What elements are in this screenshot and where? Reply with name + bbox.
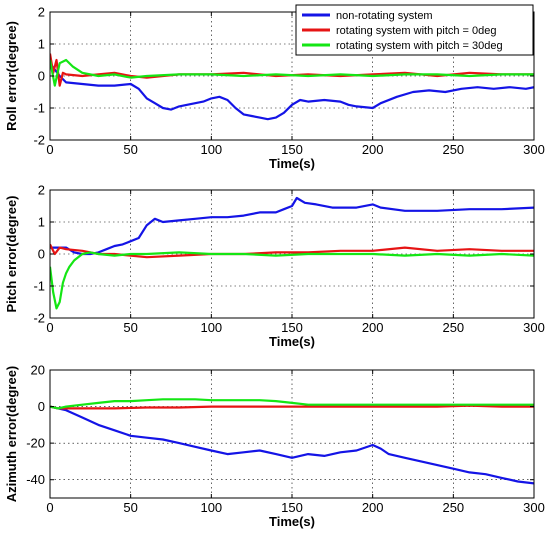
x-tick-label: 150 — [281, 142, 303, 157]
x-tick-label: 0 — [46, 500, 53, 515]
y-tick-label: 2 — [38, 183, 45, 198]
x-tick-label: 250 — [442, 500, 464, 515]
y-tick-label: -1 — [33, 279, 45, 294]
x-axis-label: Time(s) — [269, 156, 315, 171]
y-axis-label: Azimuth error(degree) — [4, 366, 19, 503]
x-tick-label: 100 — [200, 500, 222, 515]
x-tick-label: 200 — [362, 142, 384, 157]
chart-2: 0 50 100 150 200 250 300 -2 -1 0 1 2 Time(s) Pitch er… — [4, 183, 545, 350]
x-tick-label: 250 — [442, 320, 464, 335]
y-axis-label: Pitch error(degree) — [4, 195, 19, 312]
x-tick-label: 300 — [523, 320, 545, 335]
legend-entry-label: rotating system with pitch = 30deg — [336, 40, 503, 52]
x-axis-label: Time(s) — [269, 334, 315, 349]
y-tick-label: 0 — [38, 247, 45, 262]
x-tick-label: 0 — [46, 142, 53, 157]
y-tick-label: 1 — [38, 37, 45, 52]
y-tick-label: -40 — [26, 472, 45, 487]
x-tick-label: 250 — [442, 142, 464, 157]
chart-3: 0 50 100 150 200 250 300 -40 -20 0 20 Time(s) Azimut… — [4, 363, 545, 530]
legend: non-rotating system rotating system with … — [296, 5, 533, 55]
y-tick-label: -2 — [33, 311, 45, 326]
y-axis-label: Roll error(degree) — [4, 21, 19, 131]
y-tick-label: 1 — [38, 215, 45, 230]
x-tick-label: 50 — [123, 320, 137, 335]
x-tick-label: 100 — [200, 142, 222, 157]
y-tick-label: -20 — [26, 436, 45, 451]
y-tick-label: 2 — [38, 5, 45, 20]
y-tick-label: 0 — [38, 399, 45, 414]
x-tick-label: 300 — [523, 142, 545, 157]
legend-entry-label: non-rotating system — [336, 10, 433, 22]
x-tick-label: 100 — [200, 320, 222, 335]
x-tick-label: 50 — [123, 142, 137, 157]
x-axis-label: Time(s) — [269, 514, 315, 529]
y-tick-label: 20 — [31, 363, 45, 378]
y-tick-label: -1 — [33, 101, 45, 116]
x-tick-label: 200 — [362, 320, 384, 335]
x-tick-label: 0 — [46, 320, 53, 335]
y-tick-label: -2 — [33, 133, 45, 148]
chart-1: 0 50 100 150 200 250 300 -2 -1 0 1 2 Time(s) Roll err… — [4, 5, 545, 172]
x-tick-label: 150 — [281, 500, 303, 515]
x-tick-label: 300 — [523, 500, 545, 515]
x-tick-label: 50 — [123, 500, 137, 515]
x-tick-label: 150 — [281, 320, 303, 335]
x-tick-label: 200 — [362, 500, 384, 515]
y-tick-label: 0 — [38, 69, 45, 84]
legend-entry-label: rotating system with pitch = 0deg — [336, 25, 497, 37]
